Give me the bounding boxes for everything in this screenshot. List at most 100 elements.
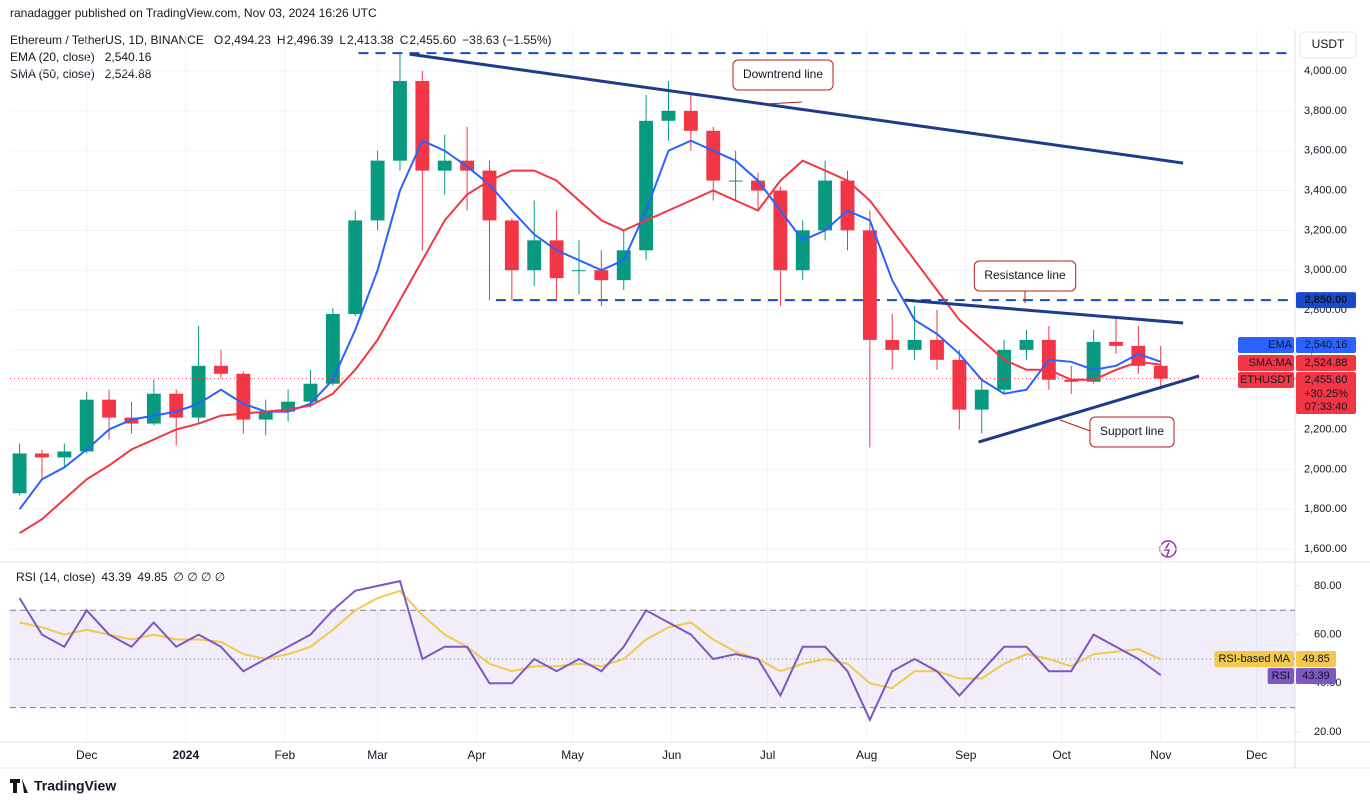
rsi-badge-tag: [1267, 668, 1294, 684]
candle-body: [57, 451, 72, 458]
callout-box: [973, 260, 1077, 292]
legend-header: Ethereum / TetherUS, 1D, BINANCE O 2,494.2…: [10, 33, 552, 81]
level-badge: [1296, 292, 1356, 309]
x-tick-label: May: [561, 748, 584, 762]
brand: TradingView: [34, 778, 116, 794]
ohlc-label: L: [339, 33, 346, 47]
candle-body: [1153, 365, 1168, 379]
y-tick-label: 1,800.00: [1304, 503, 1347, 515]
candle-body: [325, 314, 340, 384]
candle-body: [12, 453, 27, 494]
rsi-badge-name: RSI-based MA: [1218, 653, 1290, 665]
candle-body: [281, 401, 296, 412]
callout-box: [732, 59, 834, 91]
candle-body: [952, 359, 967, 410]
candle-body: [773, 190, 788, 271]
ohlc-value: 2,455.60: [409, 33, 456, 47]
candle-body: [303, 383, 318, 402]
candle-body: [527, 240, 542, 271]
x-tick-label: Dec: [76, 748, 97, 762]
candle-body: [146, 393, 161, 424]
candle-body: [1019, 339, 1034, 350]
rsi-title: RSI (14, close): [16, 570, 95, 584]
y-tick-label: 1,600.00: [1304, 543, 1347, 555]
ohlc-value: 2,496.39: [287, 33, 334, 47]
badge-tag: [1238, 355, 1294, 371]
x-tick-label: Dec: [1246, 748, 1267, 762]
candle-body: [102, 399, 117, 418]
y-tick-label: 2,200.00: [1304, 423, 1347, 435]
candle-body: [930, 339, 944, 360]
badge-value-box: [1296, 372, 1356, 414]
level-label: 2,850.00: [1305, 294, 1348, 306]
callout-label: Resistance line: [984, 268, 1066, 282]
badge-label: ETHUSDT: [1240, 374, 1292, 386]
trend-line: [409, 52, 1184, 165]
y-tick-label: 20.00: [1314, 726, 1342, 738]
candle-body: [1109, 341, 1123, 346]
badge-label: EMA: [1268, 339, 1293, 351]
x-tick-label: Sep: [955, 748, 977, 762]
badge-extra: 07:33:40: [1305, 401, 1348, 413]
logo: [10, 779, 28, 793]
candle-body: [728, 180, 743, 182]
x-tick-label: Jun: [662, 748, 681, 762]
candle-body: [35, 453, 49, 458]
trend-line: [978, 374, 1200, 444]
y-tick-label: 2,000.00: [1304, 463, 1347, 475]
candle-body: [997, 349, 1012, 390]
candle-body: [840, 180, 855, 231]
x-tick-label: 2024: [172, 748, 199, 762]
candle-body: [594, 270, 609, 281]
candle-body: [549, 240, 564, 279]
candle-body: [415, 80, 430, 171]
indicator-line: [19, 159, 1161, 534]
candle-body: [79, 399, 94, 452]
currency-button[interactable]: [1299, 31, 1357, 59]
y-tick-label: 4,000.00: [1304, 65, 1347, 77]
candle-body: [751, 180, 765, 191]
callout-connector: [1059, 419, 1094, 433]
x-tick-label: Feb: [275, 748, 296, 762]
candle-body: [169, 393, 184, 418]
candle-body: [795, 230, 810, 271]
rsi-badge-name: RSI: [1272, 670, 1290, 682]
rsi-badge-tag: [1214, 651, 1294, 667]
indicator-value: 2,540.16: [105, 50, 152, 64]
badge-extra: +30.25%: [1304, 388, 1348, 400]
change: −38.63 (−1.55%): [462, 33, 551, 47]
indicator-name: EMA (20, close): [10, 50, 95, 64]
rsi-legend-value: 49.85: [137, 570, 167, 584]
indicator-value: 2,524.88: [105, 67, 152, 81]
badge-value: 2,455.60: [1305, 374, 1348, 386]
x-tick-label: Nov: [1150, 748, 1171, 762]
ohlc-value: 2,413.38: [347, 33, 394, 47]
y-tick-label: 3,600.00: [1304, 145, 1347, 157]
x-tick-label: Jul: [760, 748, 775, 762]
ohlc-label: H: [277, 33, 286, 47]
candle-body: [862, 230, 877, 340]
badge-tag: [1238, 372, 1294, 388]
candle-body: [1086, 341, 1101, 382]
rsi-legend-value: 43.39: [101, 570, 131, 584]
candle-body: [907, 339, 922, 350]
candle-body: [661, 110, 676, 121]
rsi-badge-value: 43.39: [1302, 670, 1330, 682]
candle-body: [639, 120, 654, 251]
candle-body: [616, 250, 631, 281]
indicator-line: [18, 139, 1162, 510]
x-tick-label: Apr: [467, 748, 486, 762]
candle-body: [683, 110, 698, 131]
candle-body: [191, 365, 206, 418]
badge-tag: [1238, 337, 1294, 353]
currency[interactable]: USDT: [1312, 37, 1345, 51]
y-tick-label: 3,400.00: [1304, 184, 1347, 196]
x-tick-label: Mar: [367, 748, 388, 762]
indicator-line: [18, 579, 1162, 723]
candle-body: [393, 80, 407, 161]
y-tick-label: 3,200.00: [1304, 224, 1347, 236]
candle-body: [214, 365, 228, 374]
y-tick-label: 3,000.00: [1304, 264, 1347, 276]
